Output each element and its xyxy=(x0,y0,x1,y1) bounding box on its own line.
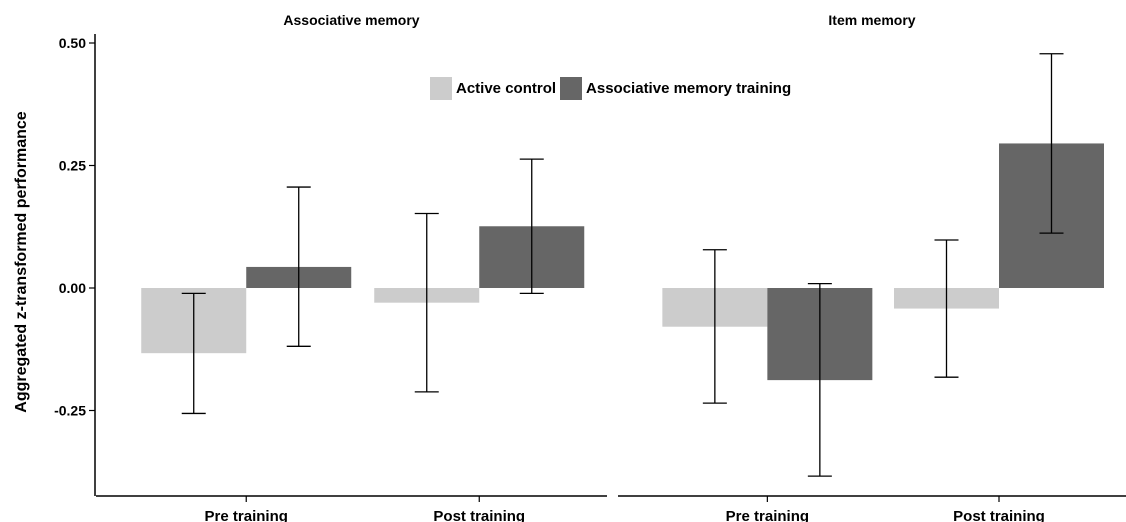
y-tick-label: 0.00 xyxy=(59,280,86,296)
y-tick-label: -0.25 xyxy=(54,403,86,419)
x-tick-label: Post training xyxy=(433,508,525,522)
legend-swatch-associative-training xyxy=(560,77,583,100)
x-tick-label: Pre training xyxy=(726,508,809,522)
y-tick-label: 0.25 xyxy=(59,158,86,174)
x-tick-label: Pre training xyxy=(205,508,288,522)
panel-title: Associative memory xyxy=(283,12,419,28)
y-axis-label: Aggregated z-transformed performance xyxy=(13,111,30,413)
legend: Active control Associative memory traini… xyxy=(430,77,795,100)
y-tick-label: 0.50 xyxy=(59,35,86,51)
x-tick-label: Post training xyxy=(953,508,1045,522)
panel-title: Item memory xyxy=(828,12,915,28)
legend-item-associative-training: Associative memory training xyxy=(560,77,791,100)
legend-item-active-control: Active control xyxy=(430,77,556,100)
legend-swatch-active-control xyxy=(430,77,452,100)
legend-label-active-control: Active control xyxy=(456,80,557,97)
legend-label-associative-training: Associative memory training xyxy=(586,80,792,97)
